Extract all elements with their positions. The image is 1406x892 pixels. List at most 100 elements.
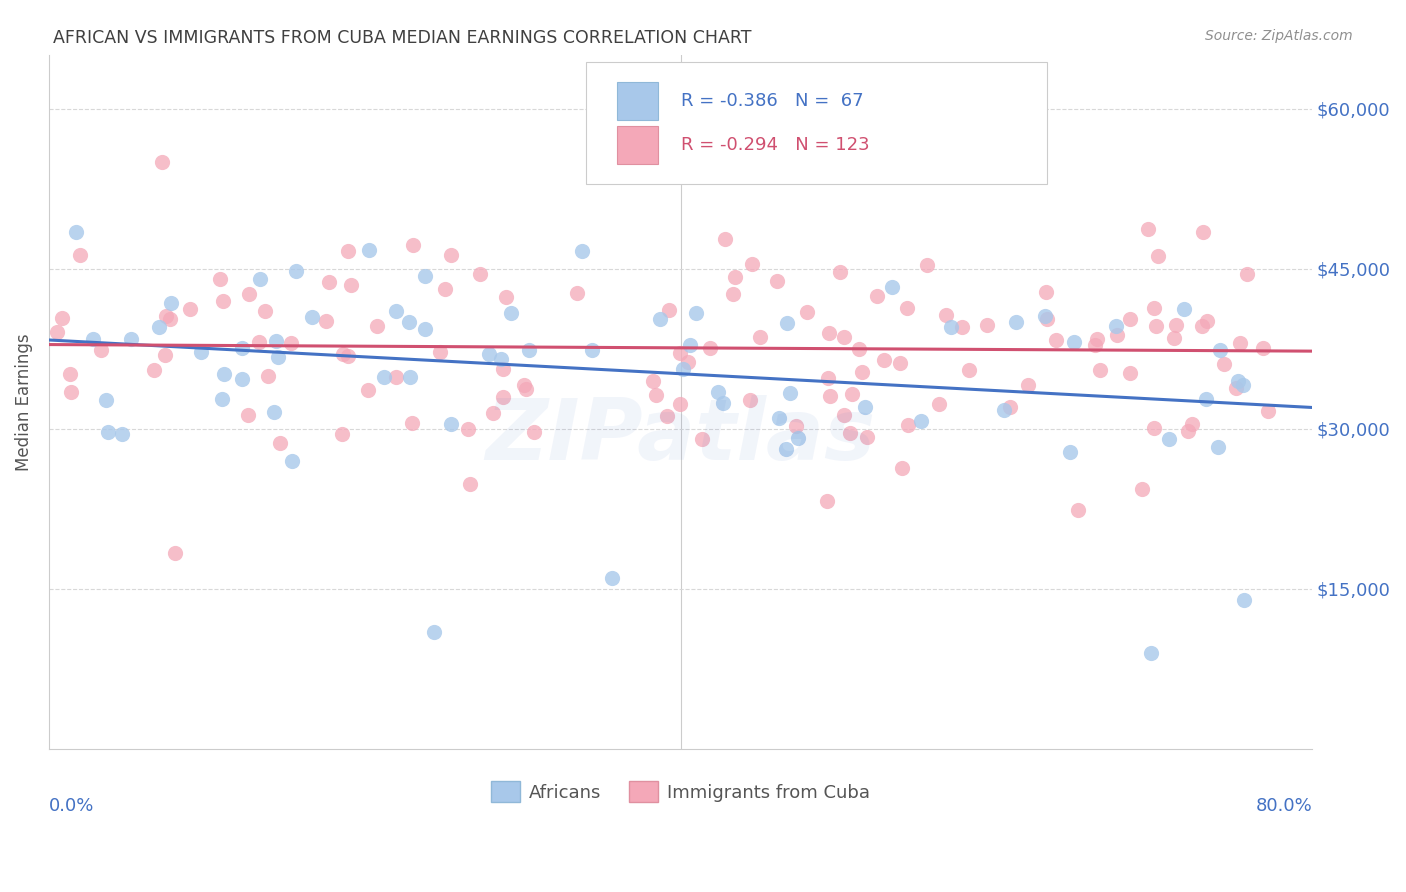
Point	[280, 453, 302, 467]
Point	[69, 248, 91, 262]
Point	[1177, 424, 1199, 438]
Point	[786, 431, 808, 445]
Point	[45, 325, 67, 339]
Point	[65, 225, 87, 239]
Point	[1005, 315, 1028, 329]
Point	[399, 369, 422, 384]
Point	[357, 243, 380, 257]
Point	[928, 396, 950, 410]
Point	[775, 442, 797, 456]
Point	[699, 342, 721, 356]
Point	[848, 343, 870, 357]
Point	[413, 322, 436, 336]
Point	[834, 330, 856, 344]
Point	[357, 383, 380, 397]
Point	[96, 393, 118, 408]
Point	[457, 422, 479, 436]
Point	[676, 355, 699, 369]
Point	[672, 362, 695, 376]
Point	[668, 346, 690, 360]
Point	[249, 272, 271, 286]
Point	[645, 388, 668, 402]
Point	[148, 320, 170, 334]
Point	[714, 232, 737, 246]
Point	[337, 349, 360, 363]
Point	[851, 365, 873, 379]
Point	[950, 320, 973, 334]
Point	[231, 341, 253, 355]
Point	[1119, 366, 1142, 380]
Point	[648, 311, 671, 326]
Point	[776, 317, 799, 331]
Point	[1163, 331, 1185, 345]
Point	[932, 123, 955, 137]
Point	[51, 311, 73, 326]
Point	[231, 372, 253, 386]
Point	[315, 314, 337, 328]
Legend: Africans, Immigrants from Cuba: Africans, Immigrants from Cuba	[484, 774, 877, 809]
Point	[1143, 421, 1166, 435]
Point	[581, 343, 603, 357]
Point	[817, 371, 839, 385]
Point	[143, 363, 166, 377]
Point	[998, 401, 1021, 415]
Point	[749, 330, 772, 344]
Point	[1236, 267, 1258, 281]
Point	[855, 401, 877, 415]
Text: 80.0%: 80.0%	[1256, 797, 1312, 815]
Point	[159, 296, 181, 310]
Point	[741, 257, 763, 271]
Point	[492, 362, 515, 376]
Point	[766, 274, 789, 288]
Point	[1087, 332, 1109, 346]
Point	[1088, 363, 1111, 377]
Text: R = -0.294   N = 123: R = -0.294 N = 123	[681, 136, 869, 154]
Point	[1130, 483, 1153, 497]
Point	[413, 269, 436, 284]
Point	[155, 309, 177, 323]
Point	[90, 343, 112, 358]
Point	[993, 403, 1015, 417]
Point	[976, 318, 998, 332]
Point	[515, 383, 537, 397]
Point	[1232, 592, 1254, 607]
Point	[935, 308, 957, 322]
Point	[690, 433, 713, 447]
Point	[458, 477, 481, 491]
Point	[269, 435, 291, 450]
Point	[332, 347, 354, 361]
Point	[1035, 285, 1057, 300]
Point	[890, 461, 912, 475]
Point	[897, 417, 920, 432]
Point	[263, 405, 285, 419]
Point	[571, 244, 593, 259]
Point	[1209, 343, 1232, 358]
Point	[238, 287, 260, 301]
Point	[785, 418, 807, 433]
Point	[1105, 318, 1128, 333]
Point	[1059, 445, 1081, 459]
Point	[1232, 377, 1254, 392]
Point	[253, 304, 276, 318]
Point	[889, 356, 911, 370]
Point	[423, 624, 446, 639]
Point	[957, 362, 980, 376]
Point	[1206, 441, 1229, 455]
Point	[492, 390, 515, 404]
Point	[832, 408, 855, 422]
Point	[838, 425, 860, 440]
Point	[669, 396, 692, 410]
Point	[179, 301, 201, 316]
Point	[882, 280, 904, 294]
Point	[211, 392, 233, 406]
Point	[779, 385, 801, 400]
Point	[212, 367, 235, 381]
Text: R = -0.386   N =  67: R = -0.386 N = 67	[681, 92, 863, 110]
Point	[153, 347, 176, 361]
Point	[366, 318, 388, 333]
Point	[97, 425, 120, 439]
Point	[707, 385, 730, 400]
Point	[280, 336, 302, 351]
Point	[159, 312, 181, 326]
Point	[641, 374, 664, 388]
